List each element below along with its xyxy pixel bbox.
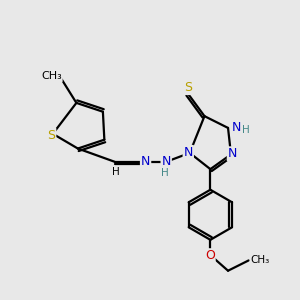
- Text: H: H: [112, 167, 120, 177]
- Text: CH₃: CH₃: [250, 255, 269, 266]
- Text: S: S: [184, 81, 192, 94]
- Text: CH₃: CH₃: [41, 71, 62, 81]
- Text: H: H: [161, 168, 169, 178]
- Text: N: N: [184, 146, 193, 159]
- Text: N: N: [232, 121, 241, 134]
- Text: N: N: [228, 147, 237, 160]
- Text: H: H: [242, 125, 250, 135]
- Text: N: N: [161, 155, 171, 168]
- Text: N: N: [141, 155, 150, 168]
- Text: O: O: [205, 249, 215, 262]
- Text: S: S: [47, 129, 56, 142]
